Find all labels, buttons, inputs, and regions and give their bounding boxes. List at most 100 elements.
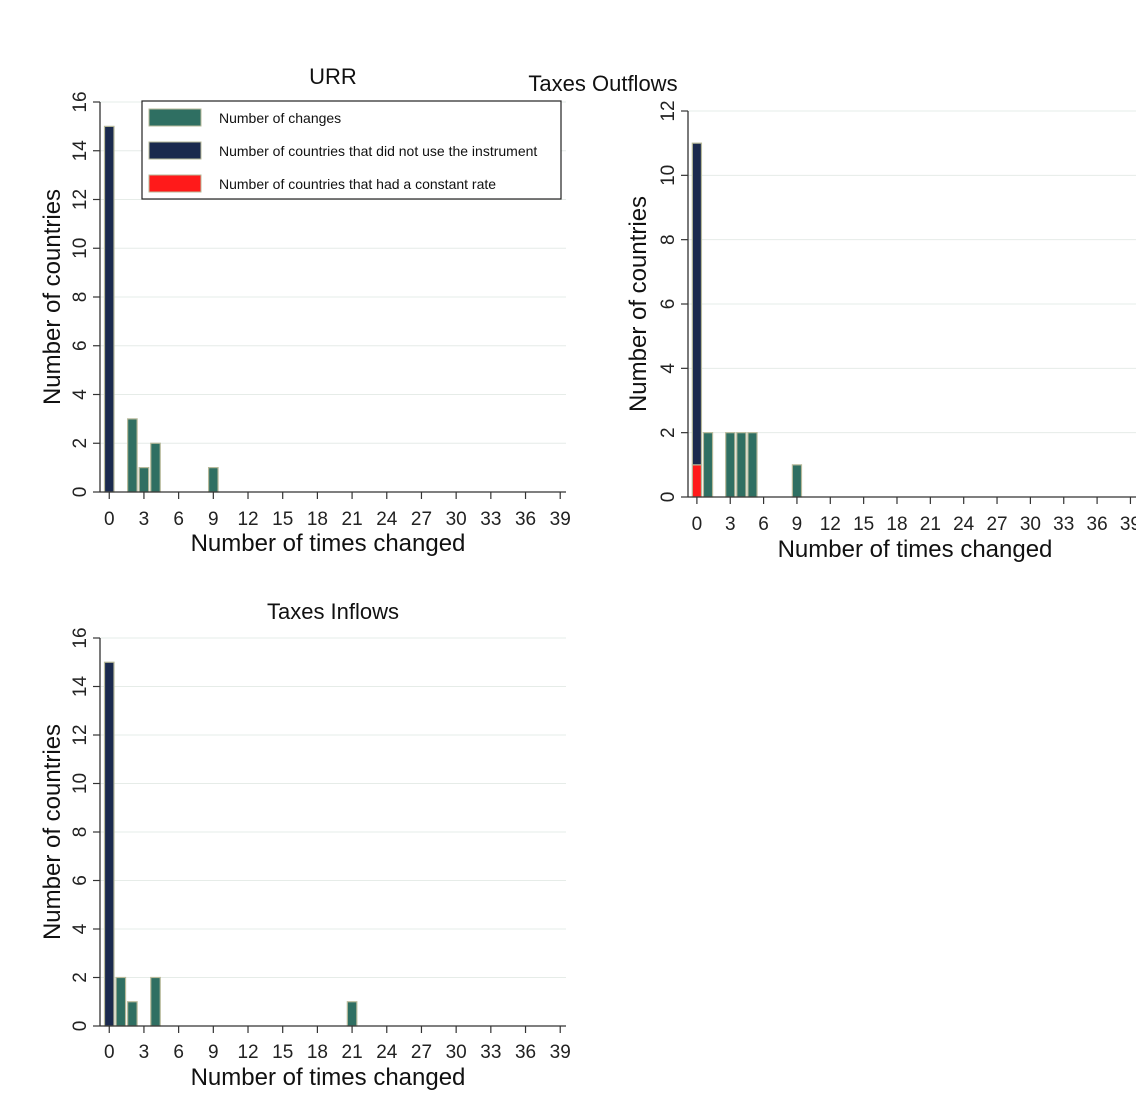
legend-swatch — [148, 174, 202, 193]
x-tick-label: 39 — [1120, 514, 1136, 535]
x-tick-label: 12 — [237, 1042, 258, 1063]
y-tick-label: 0 — [70, 487, 91, 498]
legend-label: Number of changes — [219, 110, 341, 126]
bar — [702, 432, 714, 498]
x-tick-label: 6 — [758, 514, 769, 535]
legend-label: Number of countries that did not use the… — [219, 143, 537, 159]
y-tick-label: 2 — [70, 438, 91, 449]
x-tick-label: 27 — [986, 514, 1007, 535]
y-tick-label: 6 — [70, 875, 91, 886]
y-tick-label: 8 — [70, 827, 91, 838]
x-tick-label: 3 — [139, 1042, 150, 1063]
y-tick-label: 10 — [70, 773, 91, 794]
x-tick-label: 6 — [173, 1042, 184, 1063]
x-tick-label: 9 — [792, 514, 803, 535]
x-tick-label: 18 — [886, 514, 907, 535]
x-tick-label: 0 — [692, 514, 703, 535]
y-tick-label: 6 — [658, 299, 679, 310]
y-tick-label: 2 — [70, 972, 91, 983]
y-tick-label: 12 — [70, 189, 91, 210]
bar — [736, 432, 747, 498]
y-axis-label: Number of countries — [625, 196, 652, 412]
x-tick-label: 24 — [953, 514, 975, 535]
x-tick-label: 21 — [342, 1042, 363, 1063]
y-tick-label: 12 — [658, 100, 679, 121]
y-tick-label: 8 — [658, 234, 679, 245]
y-tick-label: 12 — [70, 724, 91, 745]
x-tick-label: 36 — [515, 1042, 536, 1063]
bar — [138, 467, 150, 493]
x-tick-label: 9 — [208, 1042, 219, 1063]
bar — [691, 464, 703, 498]
x-tick-label: 30 — [446, 509, 467, 530]
chart-title: URR — [309, 64, 357, 89]
legend-swatch — [148, 141, 202, 160]
bar — [127, 1001, 138, 1027]
x-tick-label: 6 — [173, 509, 184, 530]
x-tick-label: 39 — [550, 509, 571, 530]
bar — [103, 661, 115, 1027]
x-tick-label: 36 — [1087, 514, 1108, 535]
x-tick-label: 21 — [920, 514, 941, 535]
bar — [103, 125, 115, 493]
x-tick-label: 30 — [446, 1042, 467, 1063]
legend-swatch — [148, 108, 202, 127]
x-tick-label: 18 — [307, 509, 328, 530]
chart-title: Taxes Outflows — [528, 71, 677, 96]
x-axis-label: Number of times changed — [778, 536, 1053, 563]
y-tick-label: 14 — [70, 676, 91, 698]
y-tick-label: 16 — [70, 627, 91, 648]
y-tick-label: 10 — [70, 238, 91, 259]
x-tick-label: 3 — [139, 509, 150, 530]
x-tick-label: 12 — [820, 514, 841, 535]
x-tick-label: 12 — [237, 509, 258, 530]
bar — [346, 1001, 358, 1027]
legend: Number of changes Number of countries tha… — [141, 100, 562, 200]
x-tick-label: 30 — [1020, 514, 1041, 535]
y-axis-label: Number of countries — [39, 189, 66, 405]
legend-label: Number of countries that had a constant … — [219, 176, 496, 192]
x-tick-label: 15 — [272, 509, 293, 530]
legend-box — [141, 100, 562, 200]
bar — [150, 976, 161, 1027]
y-tick-label: 4 — [658, 363, 679, 374]
x-tick-label: 33 — [480, 1042, 501, 1063]
x-tick-label: 24 — [376, 509, 398, 530]
y-tick-label: 10 — [658, 165, 679, 186]
y-tick-label: 4 — [70, 389, 91, 400]
y-tick-label: 16 — [70, 91, 91, 112]
x-tick-label: 15 — [272, 1042, 293, 1063]
x-axis-label: Number of times changed — [191, 530, 466, 557]
y-tick-label: 8 — [70, 292, 91, 303]
x-axis-label: Number of times changed — [191, 1064, 466, 1091]
y-tick-label: 14 — [70, 140, 91, 162]
x-tick-label: 0 — [104, 1042, 115, 1063]
y-tick-label: 0 — [70, 1021, 91, 1032]
bar — [791, 464, 803, 498]
x-tick-label: 3 — [725, 514, 736, 535]
x-tick-label: 33 — [1053, 514, 1074, 535]
x-tick-label: 18 — [307, 1042, 328, 1063]
x-tick-label: 33 — [480, 509, 501, 530]
x-tick-label: 39 — [550, 1042, 571, 1063]
x-tick-label: 27 — [411, 1042, 432, 1063]
bar — [150, 442, 161, 493]
bar — [747, 432, 758, 498]
x-tick-label: 0 — [104, 509, 115, 530]
y-tick-label: 2 — [658, 427, 679, 438]
bar — [207, 467, 219, 493]
y-tick-label: 0 — [658, 492, 679, 503]
x-tick-label: 21 — [342, 509, 363, 530]
chart-title: Taxes Inflows — [267, 599, 399, 624]
x-tick-label: 24 — [376, 1042, 398, 1063]
y-tick-label: 4 — [70, 923, 91, 934]
x-tick-label: 36 — [515, 509, 536, 530]
y-tick-label: 6 — [70, 340, 91, 351]
x-tick-label: 15 — [853, 514, 874, 535]
bar — [691, 142, 703, 466]
bar — [127, 418, 138, 493]
bar — [725, 432, 736, 498]
